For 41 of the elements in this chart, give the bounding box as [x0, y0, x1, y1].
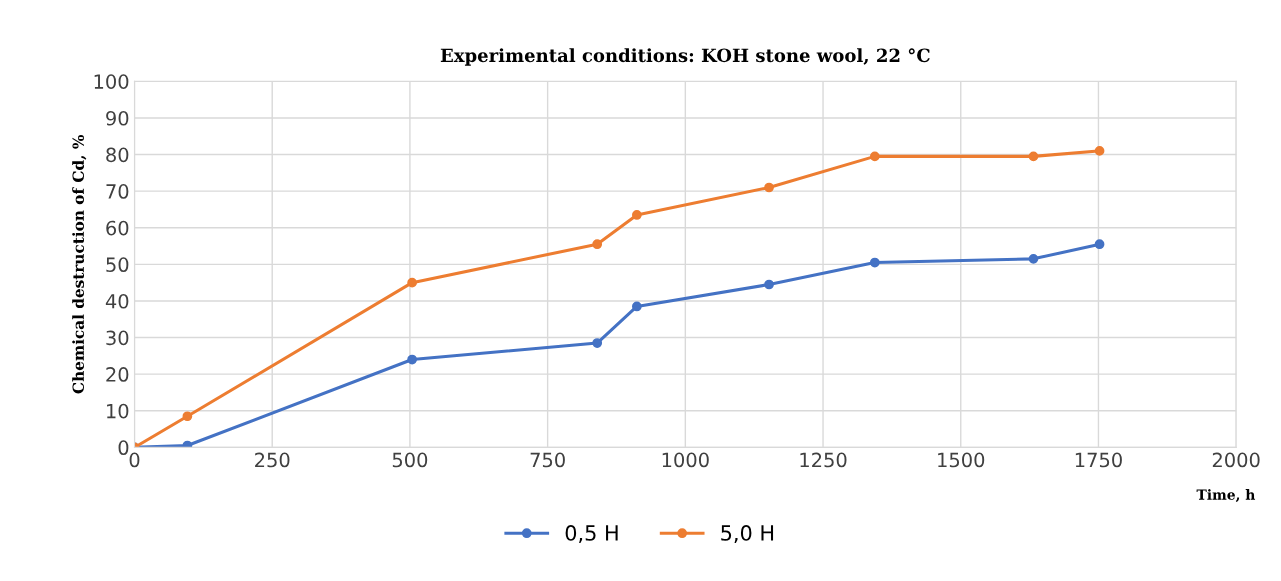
point [869, 151, 880, 162]
x-tick-label: 500 [392, 452, 428, 468]
point [1094, 146, 1105, 156]
point [182, 440, 193, 448]
point [632, 210, 642, 220]
x-tick-label: 0 [129, 452, 140, 468]
point [407, 354, 417, 365]
point [764, 279, 774, 290]
point [1028, 254, 1039, 264]
x-tick-label: 2000 [1212, 452, 1260, 468]
point [592, 338, 603, 348]
x-tick-label: 750 [530, 452, 565, 468]
y-tick-label: 0 [118, 440, 129, 456]
x-tick-label: 1750 [1075, 452, 1122, 468]
y-tick-label: 70 [106, 184, 129, 199]
y-tick-label: 80 [106, 147, 129, 163]
y-tick-label: 50 [106, 257, 129, 273]
point [869, 257, 880, 268]
point [592, 239, 603, 250]
y-tick-label: 10 [107, 403, 129, 419]
point [1028, 151, 1039, 162]
y-tick-label: 30 [106, 330, 129, 346]
x-tick-label: 1250 [800, 452, 847, 468]
point [1094, 239, 1105, 250]
legend-label: 0,5 H [565, 525, 618, 543]
point [764, 182, 774, 193]
y-tick-label: 60 [106, 220, 129, 236]
x-tick-label: 250 [255, 452, 290, 468]
x-axis-title: Time, h [1196, 489, 1256, 502]
y-tick-label: 20 [106, 367, 129, 382]
point [182, 411, 193, 422]
y-axis-title: Chemical destruction of Cd, % [72, 135, 87, 394]
x-tick-label: 1000 [662, 452, 709, 468]
legend-label: 5,0 H [721, 525, 774, 543]
x-tick-label: 1500 [938, 452, 985, 468]
y-tick-label: 40 [105, 293, 129, 309]
point [632, 301, 642, 312]
point [407, 277, 417, 288]
chart-title: Experimental conditions: KOH stone wool, 22 °C [440, 48, 930, 66]
y-tick-label: 100 [94, 74, 129, 89]
y-tick-label: 90 [106, 110, 129, 126]
